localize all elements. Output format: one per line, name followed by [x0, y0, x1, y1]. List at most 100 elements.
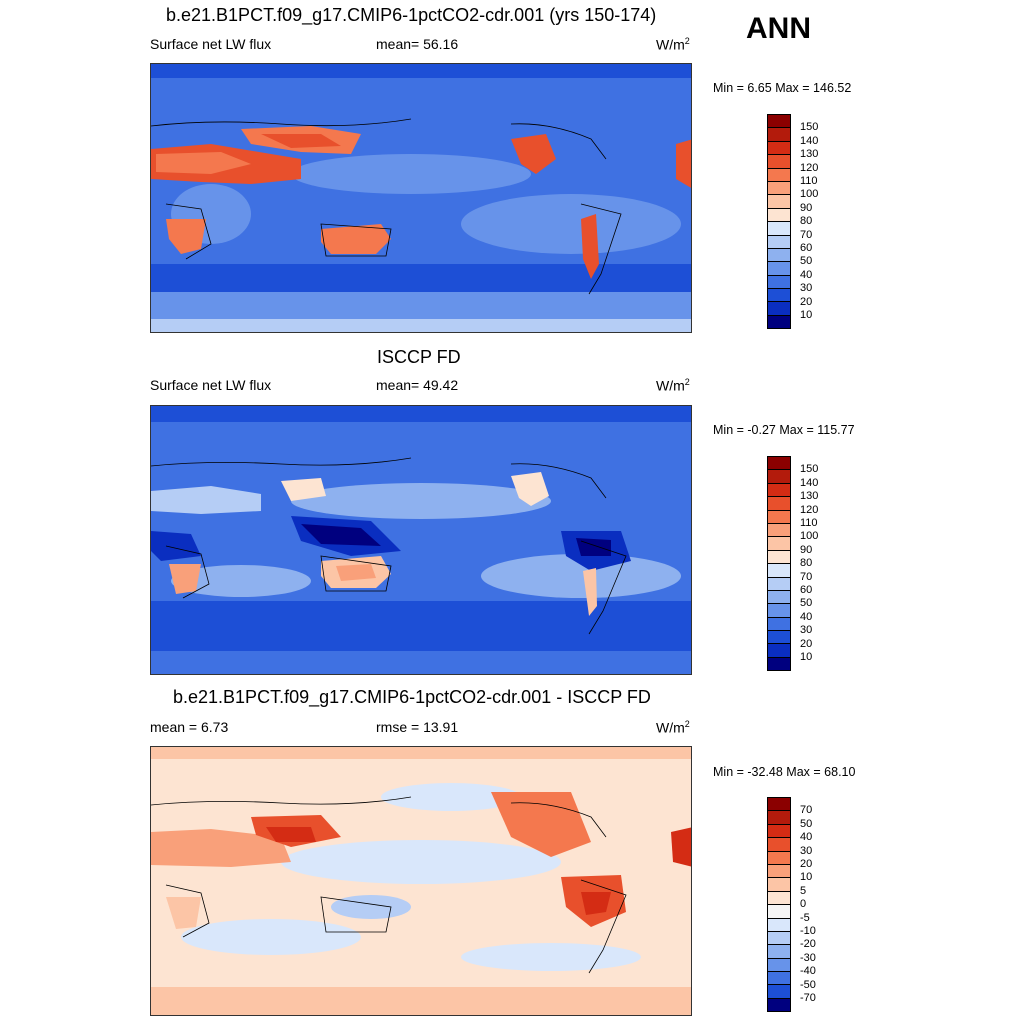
panel1-colorbar-tick-label: 10: [800, 309, 813, 321]
panel3-colorbar-tick-label: -20: [800, 938, 816, 951]
panel2-title: ISCCP FD: [377, 347, 461, 367]
panel1-colorbar-tick-label: 100: [800, 188, 819, 201]
panel3-map: [150, 746, 692, 1016]
panel1-colorbar-swatch: [767, 194, 791, 209]
panel3-colorbar-swatch: [767, 797, 791, 812]
panel1-colorbar-tick-label: 20: [800, 295, 813, 308]
panel2-colorbar-swatch: [767, 576, 791, 591]
panel3-left-label: mean = 6.73: [150, 719, 229, 735]
panel3-colorbar-tick-label: -10: [800, 925, 816, 937]
panel1-colorbar-tick-label: 30: [800, 282, 813, 295]
panel2-colorbar-tick-label: 60: [800, 584, 813, 596]
panel3-colorbar: 70 50 40 30 20 10 5 0 -5 -10 -20 -30 -40 -50 -70: [767, 797, 816, 1013]
panel2-colorbar-tick-label: 140: [800, 476, 819, 489]
panel1-colorbar-swatch: [767, 140, 791, 156]
panel3-colorbar-swatch: [767, 957, 791, 973]
panel3-colorbar-tick-label: -40: [800, 965, 816, 978]
panel1-map: [150, 63, 692, 333]
panel2-map: [150, 405, 692, 675]
panel1-colorbar-swatch: [767, 234, 791, 249]
panel2-left-label: Surface net LW flux: [150, 377, 272, 393]
panel2-colorbar-tick-label: 50: [800, 597, 813, 610]
panel2-colorbar-swatch: [767, 536, 791, 551]
panel1-colorbar-swatch: [767, 127, 791, 142]
season-label: ANN: [746, 12, 811, 45]
panel1-colorbar-tick-label: 110: [800, 175, 818, 187]
panel3-title: b.e21.B1PCT.f09_g17.CMIP6-1pctCO2-cdr.00…: [173, 687, 651, 707]
panel3-units: W/m2: [656, 719, 690, 736]
panel2-colorbar-tick-label: 10: [800, 651, 813, 663]
panel3-colorbar-swatch: [767, 877, 791, 892]
panel2-colorbar-swatch: [767, 616, 791, 632]
panel1-colorbar-swatch: [767, 247, 791, 263]
panel2-colorbar-swatch: [767, 496, 791, 511]
panel3-colorbar-tick-label: 5: [800, 884, 807, 897]
panel2-colorbar-swatch: [767, 630, 791, 645]
panel1-colorbar-tick-label: 80: [800, 215, 813, 228]
panel2-colorbar-tick-label: 110: [800, 517, 818, 529]
panel2-colorbar-swatch: [767, 482, 791, 498]
panel3-colorbar-swatch: [767, 917, 791, 932]
panel1-colorbar-swatch: [767, 261, 791, 276]
panel3-colorbar-tick-label: 20: [800, 858, 813, 870]
panel3-colorbar-swatch: [767, 904, 791, 919]
panel2-colorbar-swatch: [767, 643, 791, 658]
panel3-colorbar-swatch: [767, 944, 791, 959]
panel3-colorbar-swatch: [767, 823, 791, 839]
panel1-colorbar-swatch: [767, 301, 791, 316]
panel2-colorbar-swatch: [767, 656, 791, 672]
panel3-colorbar-swatch: [767, 837, 791, 852]
panel2-colorbar-tick-label: 40: [800, 610, 813, 623]
panel3-colorbar-tick-label: -5: [800, 911, 810, 924]
panel1-colorbar-tick-label: 70: [800, 228, 813, 241]
panel1-colorbar-tick-label: 50: [800, 255, 813, 268]
panel3-colorbar-swatch: [767, 890, 791, 906]
panel1-colorbar-swatch: [767, 154, 791, 169]
panel2-center-label: mean= 49.42: [376, 377, 459, 393]
panel3-colorbar-tick-label: -50: [800, 978, 816, 991]
panel3-colorbar-tick-label: 40: [800, 831, 813, 844]
panel2-colorbar-swatch: [767, 522, 791, 538]
panel2-units: W/m2: [656, 377, 690, 394]
panel1-title: b.e21.B1PCT.f09_g17.CMIP6-1pctCO2-cdr.00…: [166, 5, 657, 25]
panel2-colorbar-swatch: [767, 509, 791, 524]
panel1-colorbar-swatch: [767, 207, 791, 223]
panel1-colorbar-tick-label: 150: [800, 121, 819, 134]
panel1-colorbar: 150 140 130 120 110 100 90 80 70 60 50 40 30 20 10: [767, 114, 818, 330]
panel1-colorbar-tick-label: 60: [800, 242, 813, 254]
panel1-left-label: Surface net LW flux: [150, 36, 272, 52]
panel1-colorbar-tick-label: 120: [800, 161, 819, 174]
panel2-colorbar: 150 140 130 120 110 100 90 80 70 60 50 40 30 20 10: [767, 456, 818, 672]
panel3-colorbar-swatch: [767, 997, 791, 1013]
panel2-minmax: Min = -0.27 Max = 115.77: [713, 423, 855, 437]
panel3-colorbar-tick-label: -30: [800, 951, 816, 964]
panel2-colorbar-tick-label: 20: [800, 637, 813, 650]
panel2-colorbar-tick-label: 120: [800, 503, 819, 516]
panel1-colorbar-tick-label: 130: [800, 148, 819, 161]
panel1-colorbar-swatch: [767, 288, 791, 303]
panel2-colorbar-swatch: [767, 456, 791, 471]
panel3-colorbar-tick-label: 0: [800, 898, 807, 911]
panel1-colorbar-swatch: [767, 314, 791, 330]
panel3-colorbar-swatch: [767, 971, 791, 986]
panel2-colorbar-swatch: [767, 549, 791, 565]
panel1-units: W/m2: [656, 36, 690, 53]
panel3-colorbar-swatch: [767, 810, 791, 825]
panel3-minmax: Min = -32.48 Max = 68.10: [713, 765, 856, 779]
panel2-colorbar-tick-label: 150: [800, 463, 819, 476]
panel1-center-label: mean= 56.16: [376, 36, 459, 52]
panel1-colorbar-tick-label: 140: [800, 134, 819, 147]
panel2-colorbar-swatch: [767, 589, 791, 605]
panel3-colorbar-swatch: [767, 984, 791, 999]
panel1-colorbar-tick-label: 90: [800, 201, 813, 214]
panel2-colorbar-swatch: [767, 469, 791, 484]
panel3-colorbar-tick-label: 30: [800, 844, 813, 857]
panel3-center-label: rmse = 13.91: [376, 719, 459, 735]
panel1-colorbar-swatch: [767, 167, 791, 182]
panel3-colorbar-tick-label: 10: [800, 871, 813, 884]
panel3-colorbar-swatch: [767, 930, 791, 946]
panel1-colorbar-swatch: [767, 221, 791, 236]
panel1-colorbar-swatch: [767, 274, 791, 290]
panel3-colorbar-swatch: [767, 850, 791, 865]
panel1-colorbar-swatch: [767, 180, 791, 196]
